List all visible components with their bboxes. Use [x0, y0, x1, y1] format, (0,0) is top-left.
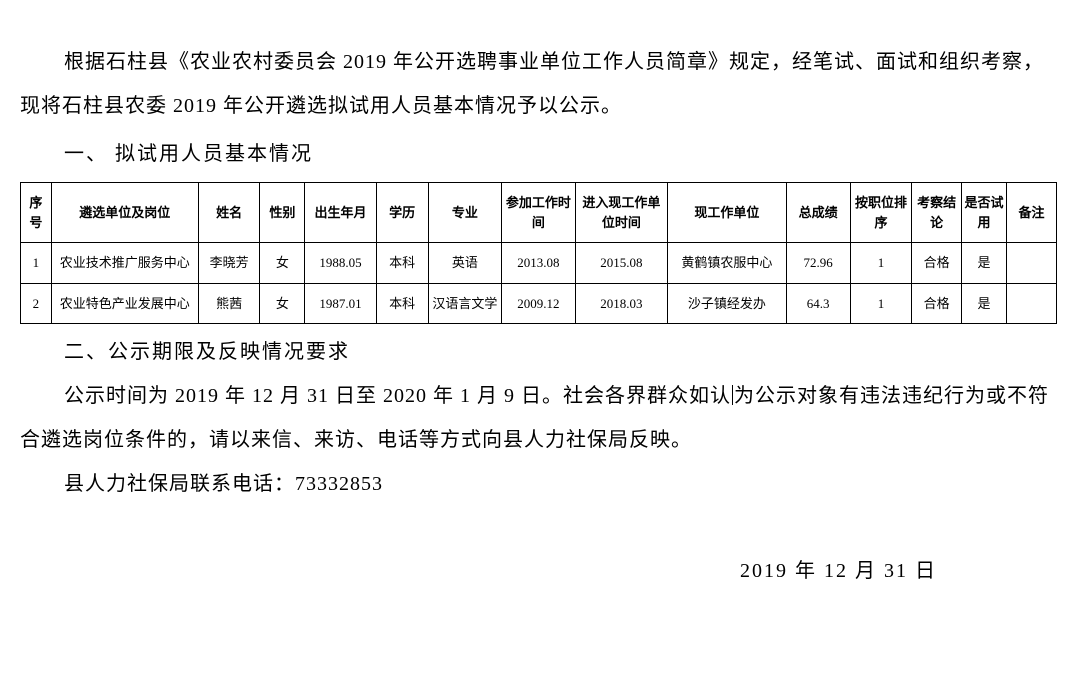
- cell-currenttime: 2015.08: [575, 243, 667, 284]
- cell-gender: 女: [260, 283, 305, 324]
- cell-unit: 农业特色产业发展中心: [51, 283, 198, 324]
- cell-birth: 1988.05: [305, 243, 376, 284]
- th-trial: 是否试用: [962, 183, 1007, 243]
- cell-name: 李晓芳: [198, 243, 260, 284]
- cell-edu: 本科: [376, 243, 428, 284]
- text-cursor-icon: [732, 385, 733, 405]
- th-currentunit: 现工作单位: [668, 183, 787, 243]
- th-review: 考察结论: [912, 183, 962, 243]
- cell-gender: 女: [260, 243, 305, 284]
- cell-name: 熊茜: [198, 283, 260, 324]
- cell-score: 64.3: [786, 283, 850, 324]
- cell-trial: 是: [962, 243, 1007, 284]
- intro-paragraph: 根据石柱县《农业农村委员会 2019 年公开选聘事业单位工作人员简章》规定，经笔…: [20, 40, 1057, 128]
- th-remark: 备注: [1007, 183, 1057, 243]
- table-row: 1 农业技术推广服务中心 李晓芳 女 1988.05 本科 英语 2013.08…: [21, 243, 1057, 284]
- cell-worktime: 2013.08: [502, 243, 575, 284]
- cell-trial: 是: [962, 283, 1007, 324]
- personnel-table: 序号 遴选单位及岗位 姓名 性别 出生年月 学历 专业 参加工作时间 进入现工作…: [20, 182, 1057, 324]
- cell-review: 合格: [912, 243, 962, 284]
- cell-seq: 2: [21, 283, 52, 324]
- section-2-heading: 二、公示期限及反映情况要求: [20, 330, 1057, 374]
- cell-seq: 1: [21, 243, 52, 284]
- cell-rank: 1: [850, 243, 912, 284]
- notice-paragraph: 公示时间为 2019 年 12 月 31 日至 2020 年 1 月 9 日。社…: [20, 374, 1057, 462]
- cell-review: 合格: [912, 283, 962, 324]
- table-row: 2 农业特色产业发展中心 熊茜 女 1987.01 本科 汉语言文学 2009.…: [21, 283, 1057, 324]
- th-gender: 性别: [260, 183, 305, 243]
- date-line: 2019 年 12 月 31 日: [20, 554, 1057, 583]
- cell-score: 72.96: [786, 243, 850, 284]
- th-edu: 学历: [376, 183, 428, 243]
- th-major: 专业: [428, 183, 501, 243]
- cell-remark: [1007, 283, 1057, 324]
- cell-edu: 本科: [376, 283, 428, 324]
- section-1-heading: 一、 拟试用人员基本情况: [20, 132, 1057, 176]
- th-currenttime: 进入现工作单位时间: [575, 183, 667, 243]
- cell-currentunit: 沙子镇经发办: [668, 283, 787, 324]
- th-unit: 遴选单位及岗位: [51, 183, 198, 243]
- th-seq: 序号: [21, 183, 52, 243]
- cell-currenttime: 2018.03: [575, 283, 667, 324]
- th-score: 总成绩: [786, 183, 850, 243]
- th-rank: 按职位排序: [850, 183, 912, 243]
- th-name: 姓名: [198, 183, 260, 243]
- cell-remark: [1007, 243, 1057, 284]
- th-worktime: 参加工作时间: [502, 183, 575, 243]
- cell-worktime: 2009.12: [502, 283, 575, 324]
- contact-paragraph: 县人力社保局联系电话：73332853: [20, 462, 1057, 506]
- notice-text-a: 公示时间为 2019 年 12 月 31 日至 2020 年 1 月 9 日。社…: [64, 385, 731, 407]
- th-birth: 出生年月: [305, 183, 376, 243]
- table-header-row: 序号 遴选单位及岗位 姓名 性别 出生年月 学历 专业 参加工作时间 进入现工作…: [21, 183, 1057, 243]
- cell-currentunit: 黄鹤镇农服中心: [668, 243, 787, 284]
- cell-unit: 农业技术推广服务中心: [51, 243, 198, 284]
- cell-major: 汉语言文学: [428, 283, 501, 324]
- cell-major: 英语: [428, 243, 501, 284]
- cell-birth: 1987.01: [305, 283, 376, 324]
- cell-rank: 1: [850, 283, 912, 324]
